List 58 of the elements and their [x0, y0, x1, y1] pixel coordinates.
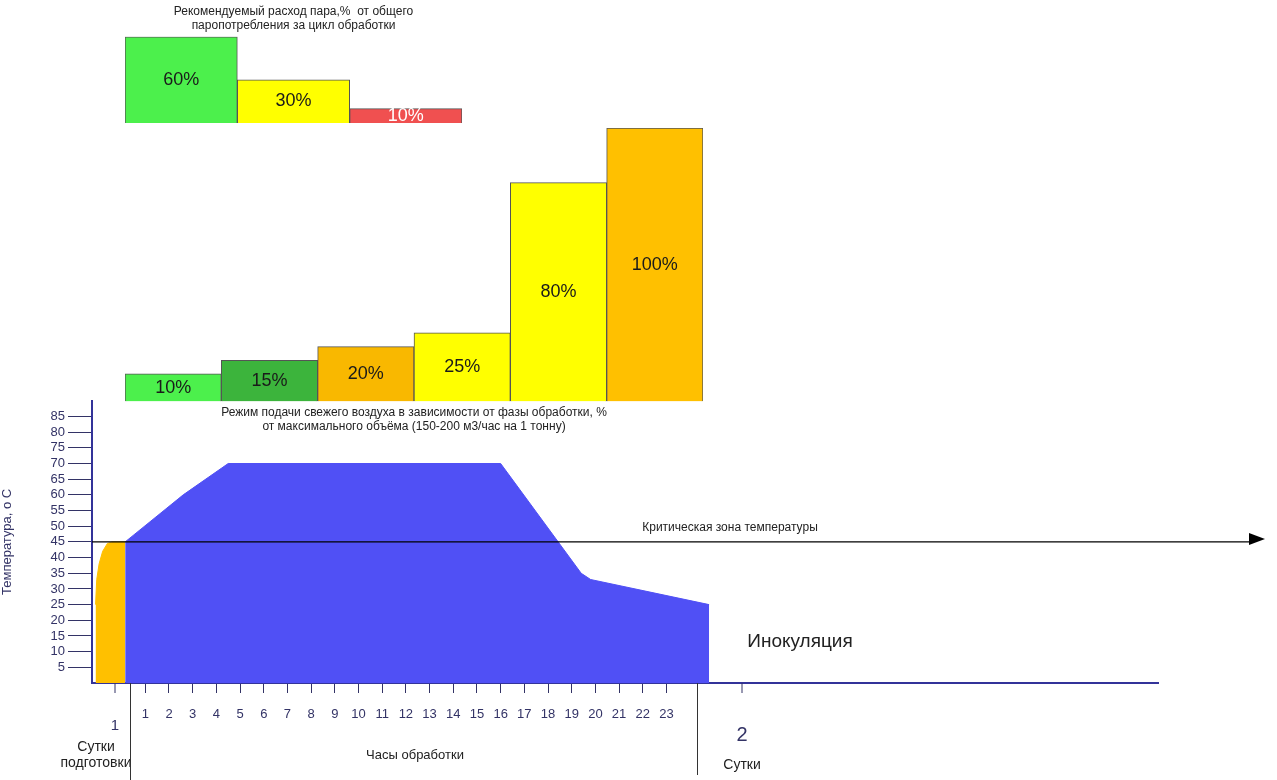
- data-label: 10%: [387, 104, 424, 125]
- y-tick-label: 5: [57, 658, 65, 674]
- y-tick-label: 10: [50, 643, 65, 659]
- chart-title: Рекомендуемый расход пара,% от общего паропотребления за цикл обработки: [173, 3, 414, 32]
- data-label: 25%: [444, 356, 481, 377]
- y-tick-label: 65: [50, 470, 65, 486]
- x-tick-label: 7: [283, 706, 292, 722]
- ref-line-label: Критическая зона температуры: [642, 520, 818, 535]
- y-tick-label: 20: [50, 611, 65, 627]
- x-tick-label: 13: [422, 706, 437, 722]
- x-tick-label: 11: [375, 706, 389, 722]
- data-label: 10%: [155, 376, 192, 397]
- x-tick-label: 5: [236, 706, 244, 722]
- x-tick-label: 20: [588, 706, 603, 722]
- y-tick-label: 25: [50, 596, 65, 612]
- y-tick-label: 55: [50, 502, 65, 518]
- x-tick-label: 8: [307, 706, 315, 722]
- y-tick-label: 80: [50, 423, 65, 439]
- x-tick-label: 1: [141, 706, 149, 722]
- y-axis-title: Температура, о С: [0, 488, 15, 595]
- y-tick-label: 50: [50, 517, 65, 533]
- x-tick-label: 18: [540, 706, 556, 722]
- data-label: 20%: [347, 362, 384, 383]
- data-label: 80%: [540, 280, 577, 301]
- x-tick-label: 16: [493, 706, 508, 722]
- y-tick-label: 85: [50, 408, 65, 424]
- x-tick-label: 6: [260, 706, 268, 722]
- y-tick-label: 75: [50, 439, 65, 455]
- y-tick-label: 45: [50, 533, 65, 549]
- x-tick-label: 21: [611, 706, 627, 722]
- x-axis-title: Часы обработки: [366, 746, 464, 762]
- x-tick-label: 22: [635, 706, 650, 722]
- text: 2: [736, 722, 748, 745]
- text: Сутки: [723, 755, 761, 772]
- x-tick-label: 17: [517, 706, 532, 722]
- x-tick-label: 2: [165, 706, 173, 722]
- x-tick-label: 9: [331, 706, 339, 722]
- x-tick-label: 23: [659, 706, 674, 722]
- y-tick-label: 70: [50, 455, 65, 471]
- y-tick-label: 40: [50, 549, 65, 565]
- x-tick-label: 10: [351, 706, 366, 722]
- text: Режим подачи свежего воздуха в зависимости от фазы обработки, % от максимального объёма (150-200 м3/час на 1 тонну): [221, 404, 608, 434]
- x-tick-label: 19: [564, 706, 579, 722]
- y-tick-label: 30: [50, 580, 65, 596]
- x-tick-label: 15: [469, 706, 485, 722]
- x-tick-label: 12: [398, 706, 414, 722]
- annotation: Инокуляция: [747, 630, 853, 652]
- x-tick-label: 14: [446, 706, 461, 722]
- y-tick-label: 60: [50, 486, 65, 502]
- x-tick-label: 4: [212, 706, 220, 722]
- text: Сутки подготовки: [60, 737, 132, 770]
- data-label: 15%: [251, 369, 288, 390]
- x-tick-label: 3: [189, 706, 197, 722]
- y-tick-label: 35: [50, 564, 65, 580]
- data-label: 100%: [631, 253, 678, 274]
- data-label: 30%: [275, 90, 312, 111]
- y-tick-label: 15: [50, 627, 65, 643]
- data-label: 60%: [163, 68, 200, 89]
